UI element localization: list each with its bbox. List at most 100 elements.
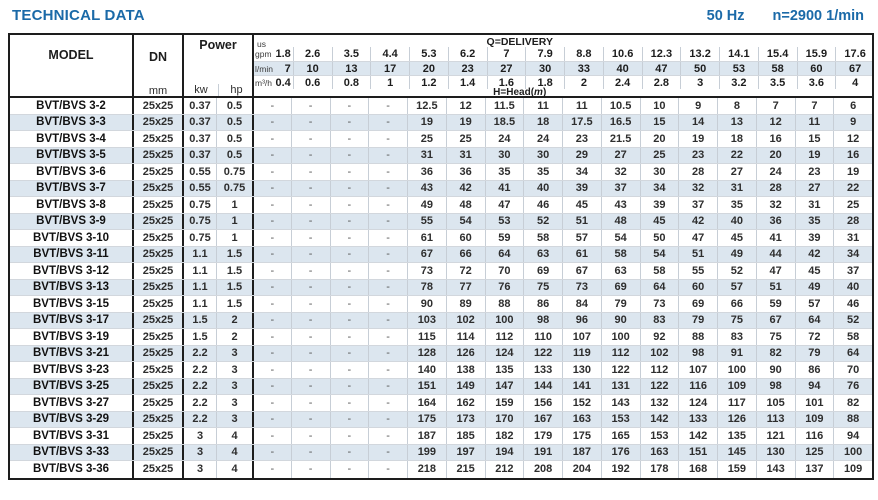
head-value-cell: -: [290, 362, 330, 378]
table-row: BVT/BVS 3-3 25x25 0.37 0.5- - - -19 19 18.5 18 17.…: [10, 114, 872, 131]
head-value-cell: 51: [678, 246, 717, 262]
delivery-header-cell: 3.6: [796, 76, 836, 89]
head-value-cell: 153: [639, 428, 679, 444]
delivery-header-cell: 7: [486, 47, 526, 61]
head-value-cell: 76: [833, 378, 872, 394]
head-value-cell: 98: [755, 378, 795, 394]
head-value-cell: 192: [600, 461, 640, 478]
head-value-cell: 135: [484, 362, 524, 378]
head-value-cell: 25: [445, 131, 485, 147]
model-cell: BVT/BVS 3-33: [32, 446, 110, 459]
head-value-cell: 126: [717, 411, 756, 427]
head-value-cell: 165: [600, 428, 640, 444]
top-bar: TECHNICAL DATA 50 Hz n=2900 1/min: [0, 0, 878, 33]
head-value-cell: 89: [445, 296, 485, 312]
head-value-cell: -: [368, 197, 407, 213]
hp-cell: 1: [216, 230, 252, 246]
head-value-cell: 103: [407, 312, 446, 328]
head-value-cell: 132: [639, 395, 679, 411]
head-value-cell: 48: [445, 197, 485, 213]
head-value-cell: 173: [445, 411, 485, 427]
head-value-cell: -: [368, 164, 407, 180]
head-value-cell: 59: [755, 296, 795, 312]
kw-cell: 1.1: [182, 246, 216, 262]
head-value-cell: 46: [523, 197, 562, 213]
hp-cell: 0.5: [216, 98, 252, 114]
head-value-cell: 73: [562, 279, 601, 295]
head-value-cell: 27: [717, 164, 756, 180]
head-value-cell: -: [252, 428, 291, 444]
head-value-cell: 54: [445, 213, 485, 229]
dn-cell: 25x25: [132, 230, 182, 246]
head-value-cell: 96: [562, 312, 601, 328]
head-value-cell: 140: [407, 362, 446, 378]
head-value-cell: -: [252, 378, 291, 394]
head-value-cell: 11: [523, 98, 562, 114]
head-value-cell: 12: [755, 114, 795, 130]
kw-cell: 2.2: [182, 345, 216, 361]
head-value-cell: 37: [678, 197, 717, 213]
model-cell: BVT/BVS 3-13: [32, 281, 110, 294]
head-value-cell: 142: [678, 428, 717, 444]
head-value-cell: 15: [794, 131, 834, 147]
table-row: BVT/BVS 3-12 25x25 1.1 1.5- - - -73 72 70 69 67 63 5…: [10, 263, 872, 280]
head-value-cell: -: [290, 329, 330, 345]
dn-cell: 25x25: [132, 362, 182, 378]
head-value-cell: -: [368, 428, 407, 444]
head-value-cell: 88: [484, 296, 524, 312]
head-value-cell: -: [290, 164, 330, 180]
kw-cell: 3: [182, 461, 216, 478]
head-value-cell: -: [368, 180, 407, 196]
dn-cell: 25x25: [132, 329, 182, 345]
head-value-cell: 29: [562, 147, 601, 163]
head-value-cell: 105: [755, 395, 795, 411]
model-cell: BVT/BVS 3-31: [32, 429, 110, 442]
dn-cell: 25x25: [132, 345, 182, 361]
head-value-cell: 152: [562, 395, 601, 411]
kw-cell: 3: [182, 428, 216, 444]
head-value-cell: -: [252, 279, 291, 295]
head-value-cell: 69: [600, 279, 640, 295]
head-value-cell: 20: [639, 131, 679, 147]
model-cell: BVT/BVS 3-4: [36, 132, 106, 145]
model-cell: BVT/BVS 3-6: [36, 165, 106, 178]
head-value-cell: 94: [794, 378, 834, 394]
dn-cell: 25x25: [132, 411, 182, 427]
head-value-cell: 130: [755, 444, 795, 460]
head-value-cell: 32: [755, 197, 795, 213]
head-value-cell: -: [329, 279, 369, 295]
table-body: BVT/BVS 3-2 25x25 0.37 0.5- - - -12.5 12 11.5 11 1…: [10, 98, 872, 478]
dn-cell: 25x25: [132, 461, 182, 478]
head-value-cell: -: [368, 263, 407, 279]
delivery-unit-row: m³/h 0.4 0.6 0.8 1 1.2 1.4 1.6 1.8 2 2.4 2.8 3 3.2 3.5…: [254, 75, 872, 89]
head-value-cell: 143: [600, 395, 640, 411]
model-cell: BVT/BVS 3-36: [32, 463, 110, 476]
head-value-cell: -: [290, 246, 330, 262]
delivery-header-cell: 50: [680, 62, 719, 75]
delivery-header-cell: 4: [835, 76, 874, 89]
head-value-cell: 25: [639, 147, 679, 163]
head-value-cell: 57: [794, 296, 834, 312]
head-value-cell: 82: [755, 345, 795, 361]
delivery-header-cell: 5.3: [409, 47, 448, 61]
head-value-cell: 34: [562, 164, 601, 180]
head-value-cell: 63: [523, 246, 562, 262]
head-value-cell: 24: [484, 131, 524, 147]
delivery-header-cell: 23: [447, 62, 487, 75]
head-value-cell: 100: [833, 444, 872, 460]
head-value-cell: 151: [407, 378, 446, 394]
delivery-header-cell: 58: [757, 62, 797, 75]
head-value-cell: 24: [523, 131, 562, 147]
hp-cell: 0.5: [216, 131, 252, 147]
head-value-cell: 21.5: [600, 131, 640, 147]
dn-label: DN: [148, 50, 168, 64]
head-value-cell: -: [368, 213, 407, 229]
head-value-cell: 125: [794, 444, 834, 460]
head-value-cell: 131: [600, 378, 640, 394]
head-value-cell: 57: [717, 279, 756, 295]
head-value-cell: -: [368, 444, 407, 460]
dn-cell: 25x25: [132, 114, 182, 130]
table-row: BVT/BVS 3-5 25x25 0.37 0.5- - - -31 31 30 30 29 27 2…: [10, 147, 872, 164]
head-value-cell: -: [329, 180, 369, 196]
head-value-cell: -: [368, 329, 407, 345]
